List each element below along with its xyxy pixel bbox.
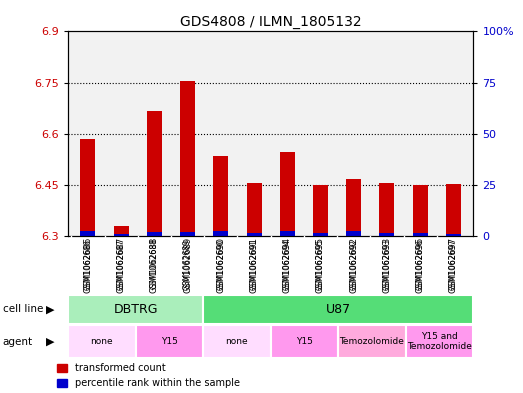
Text: GSM1062693: GSM1062693 <box>382 239 391 290</box>
Title: GDS4808 / ILMN_1805132: GDS4808 / ILMN_1805132 <box>180 15 361 29</box>
Bar <box>68 295 203 324</box>
Text: GSM1062687: GSM1062687 <box>117 239 126 290</box>
Text: GSM1062696: GSM1062696 <box>416 239 425 290</box>
Bar <box>280 152 295 236</box>
Bar <box>213 156 229 236</box>
Bar <box>81 139 95 236</box>
Text: GSM1062694: GSM1062694 <box>283 239 292 290</box>
Bar <box>280 231 295 236</box>
Text: GSM1062697: GSM1062697 <box>449 239 458 290</box>
Bar <box>135 325 203 358</box>
Bar <box>406 325 473 358</box>
Bar <box>246 233 262 236</box>
Text: Y15: Y15 <box>161 337 178 346</box>
Bar <box>213 231 229 236</box>
Bar <box>413 233 428 236</box>
Bar <box>338 325 406 358</box>
Text: GSM1062690: GSM1062690 <box>217 239 225 290</box>
Text: agent: agent <box>3 336 33 347</box>
Bar <box>147 232 162 236</box>
Text: GSM1062686: GSM1062686 <box>84 239 93 290</box>
Text: Y15: Y15 <box>296 337 313 346</box>
Bar <box>203 325 271 358</box>
Text: GSM1062692: GSM1062692 <box>349 239 358 290</box>
Bar <box>147 112 162 236</box>
Bar <box>180 232 195 236</box>
Legend: transformed count, percentile rank within the sample: transformed count, percentile rank withi… <box>57 363 240 388</box>
Bar <box>446 184 461 236</box>
Text: ▶: ▶ <box>46 304 54 314</box>
Bar <box>413 185 428 236</box>
Bar <box>313 185 328 236</box>
Bar <box>203 295 473 324</box>
Bar <box>246 183 262 236</box>
Bar <box>380 233 394 236</box>
Bar <box>313 233 328 236</box>
Text: GSM1062691: GSM1062691 <box>249 239 258 290</box>
Text: Temozolomide: Temozolomide <box>339 337 404 346</box>
Text: GSM1062695: GSM1062695 <box>316 239 325 290</box>
Text: ▶: ▶ <box>46 336 54 347</box>
Text: cell line: cell line <box>3 304 43 314</box>
Bar <box>346 231 361 236</box>
Bar <box>113 226 129 236</box>
Bar <box>180 81 195 236</box>
Text: GSM1062689: GSM1062689 <box>183 239 192 290</box>
Text: DBTRG: DBTRG <box>113 303 158 316</box>
Text: none: none <box>90 337 113 346</box>
Bar <box>346 178 361 236</box>
Bar <box>271 325 338 358</box>
Bar <box>380 183 394 236</box>
Bar <box>68 325 135 358</box>
Bar <box>81 231 95 236</box>
Text: Y15 and
Temozolomide: Y15 and Temozolomide <box>407 332 472 351</box>
Text: none: none <box>225 337 248 346</box>
Bar <box>113 234 129 236</box>
Text: GSM1062688: GSM1062688 <box>150 239 159 289</box>
Bar <box>446 234 461 236</box>
Text: U87: U87 <box>326 303 351 316</box>
